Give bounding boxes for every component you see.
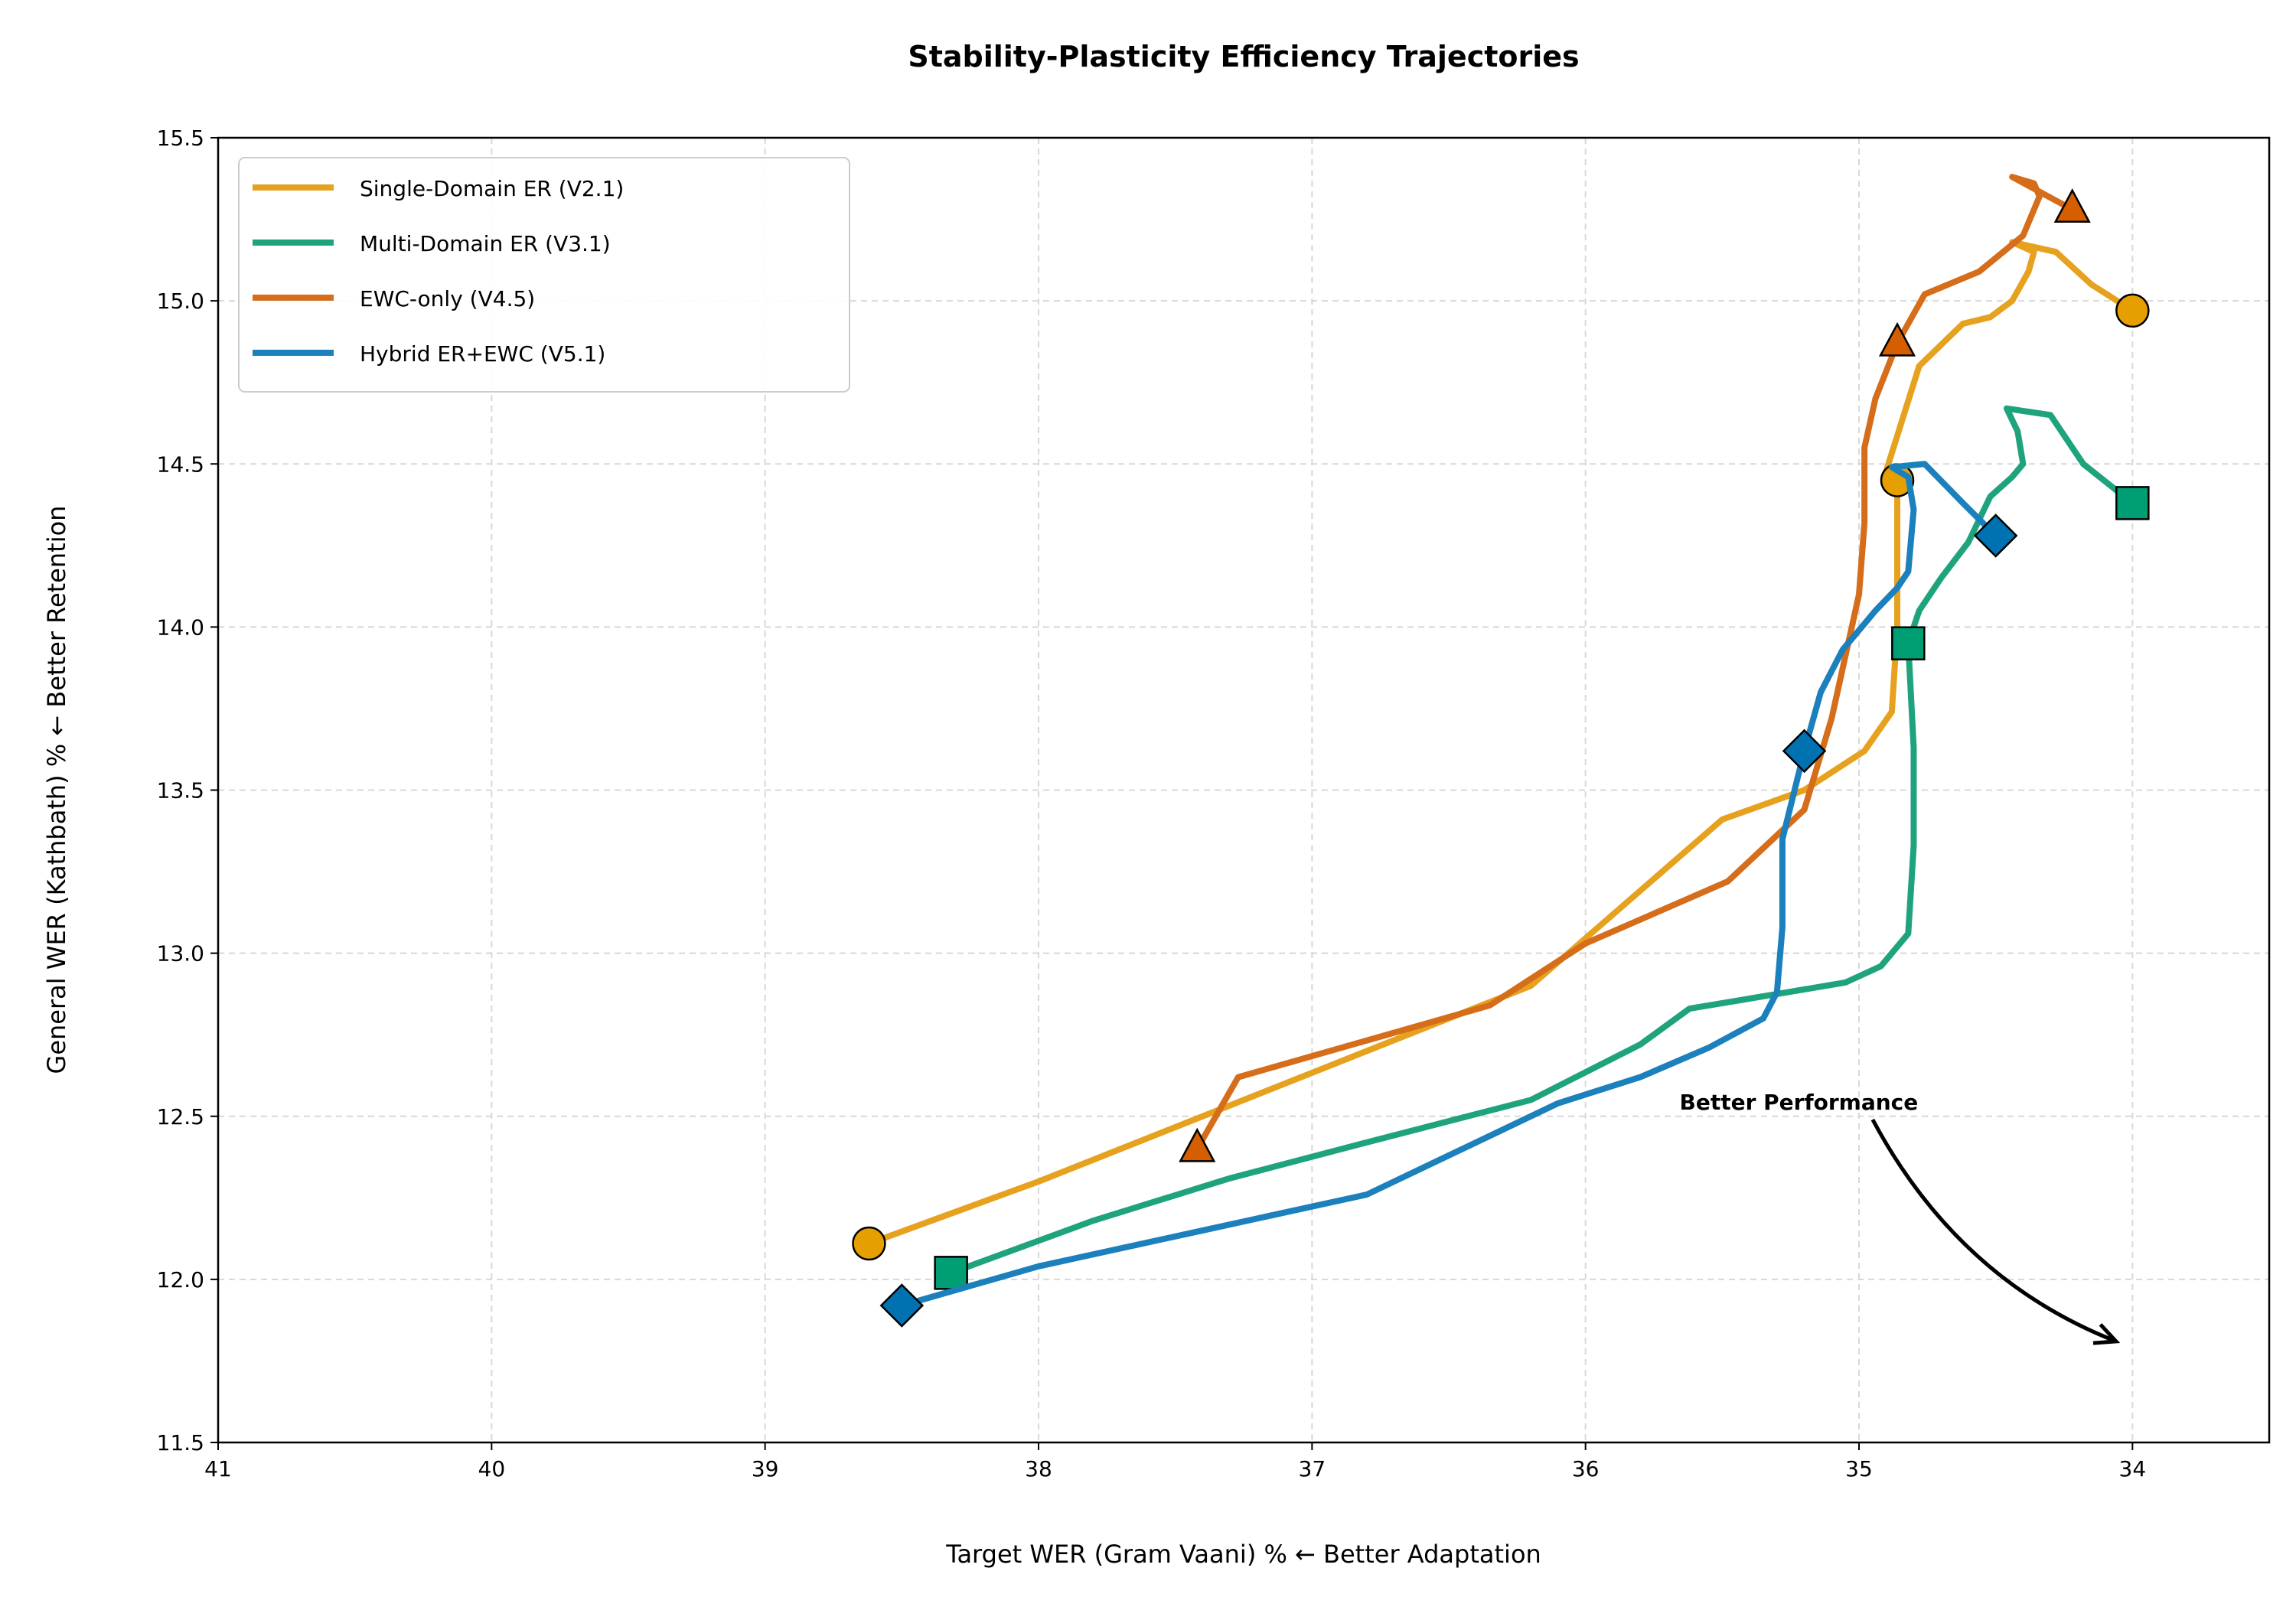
y-tick-label: 13.5 — [157, 778, 204, 804]
legend-entry-label: EWC-only (V4.5) — [360, 286, 535, 311]
triangle-marker — [1878, 321, 1916, 357]
legend-entry-label: Single-Domain ER (V2.1) — [360, 176, 624, 201]
diamond-marker — [1973, 513, 2018, 558]
annotation-arrowhead — [2092, 1323, 2121, 1345]
series-4 — [879, 461, 2018, 1328]
x-tick-label: 36 — [1572, 1456, 1600, 1482]
legend-entry-label: Multi-Domain ER (V3.1) — [360, 231, 611, 256]
series-layer — [852, 174, 2150, 1328]
circle-marker — [2115, 293, 2150, 328]
legend-entry-label: Hybrid ER+EWC (V5.1) — [360, 341, 605, 367]
y-tick-label: 12.0 — [157, 1267, 204, 1292]
diamond-marker — [1782, 729, 1827, 774]
y-tick-label: 12.5 — [157, 1104, 204, 1129]
axis-ticks: 41 40 39 38 37 36 35 34 11.5 12.0 12.5 13.0 13.5 14.0… — [157, 125, 2146, 1482]
series-line — [899, 461, 1999, 1309]
triangle-marker — [2053, 188, 2091, 223]
square-marker — [2115, 486, 2150, 520]
y-tick-label: 11.5 — [157, 1430, 204, 1455]
legend: Single-Domain ER (V2.1) Multi-Domain ER (… — [238, 157, 850, 393]
x-tick-label: 38 — [1025, 1456, 1052, 1482]
annotation-layer: Better Performance — [1679, 1090, 2121, 1345]
annotation-arrow — [1870, 1118, 2117, 1344]
circle-marker — [852, 1226, 886, 1261]
x-tick-label: 34 — [2119, 1456, 2147, 1482]
triangle-marker — [1179, 1127, 1216, 1162]
x-tick-label: 39 — [752, 1456, 779, 1482]
y-tick-label: 14.0 — [157, 614, 204, 640]
annotation-text: Better Performance — [1679, 1090, 1918, 1115]
y-tick-label: 15.5 — [157, 125, 204, 151]
diamond-marker — [879, 1283, 925, 1328]
x-tick-label: 35 — [1845, 1456, 1873, 1482]
chart-title: Stability-Plasticity Efficiency Trajecto… — [908, 40, 1579, 73]
series-line — [1194, 174, 2076, 1152]
x-tick-label: 40 — [478, 1456, 506, 1482]
square-marker — [934, 1256, 968, 1290]
series-3 — [1179, 174, 2091, 1162]
series-2 — [934, 405, 2150, 1290]
square-marker — [1891, 626, 1926, 660]
y-tick-label: 13.0 — [157, 941, 204, 966]
x-tick-label: 41 — [204, 1456, 232, 1482]
y-tick-label: 15.0 — [157, 288, 204, 314]
series-line — [947, 405, 2136, 1276]
series-line — [866, 239, 2136, 1247]
x-tick-label: 37 — [1299, 1456, 1326, 1482]
x-axis-label: Target WER (Gram Vaani) % ← Better Adapt… — [945, 1540, 1541, 1569]
legend-box — [238, 157, 850, 393]
y-tick-label: 14.5 — [157, 451, 204, 477]
y-axis-label: General WER (Kathbath) % ← Better Retent… — [42, 506, 71, 1074]
